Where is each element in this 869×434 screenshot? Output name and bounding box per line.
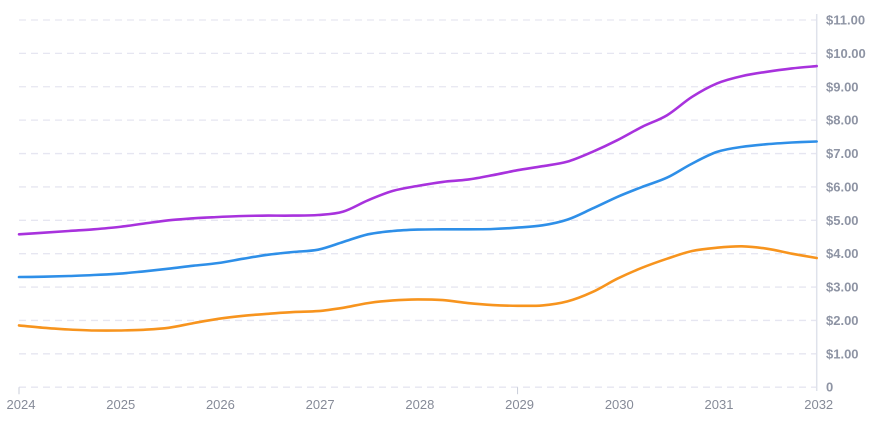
line-series-purple xyxy=(17,64,818,236)
y-axis-label: $2.00 xyxy=(826,313,859,328)
y-axis-label: $4.00 xyxy=(826,246,859,261)
x-axis-label: 2025 xyxy=(106,397,135,412)
line-series-orange xyxy=(17,244,818,332)
line-series-blue xyxy=(17,140,818,279)
x-axis-label: 2030 xyxy=(605,397,634,412)
x-axis-label: 2031 xyxy=(705,397,734,412)
y-axis-label: $1.00 xyxy=(826,346,859,361)
x-axis-label: 2029 xyxy=(505,397,534,412)
y-axis-label: $11.00 xyxy=(826,13,865,28)
y-axis-label: $8.00 xyxy=(826,113,859,128)
y-axis-label: $10.00 xyxy=(826,46,866,61)
y-axis-label: $7.00 xyxy=(826,146,859,161)
x-axis-label: 2027 xyxy=(306,397,335,412)
y-axis-label: $3.00 xyxy=(826,280,859,295)
y-axis-label: $5.00 xyxy=(826,213,859,228)
x-axis-label: 2026 xyxy=(206,397,235,412)
x-axis-label: 2024 xyxy=(7,397,36,412)
x-axis-label: 2032 xyxy=(804,397,833,412)
y-axis-label: $6.00 xyxy=(826,179,859,194)
y-axis-label: 0 xyxy=(826,380,833,395)
y-axis-label: $9.00 xyxy=(826,79,859,94)
x-axis-label: 2028 xyxy=(405,397,434,412)
